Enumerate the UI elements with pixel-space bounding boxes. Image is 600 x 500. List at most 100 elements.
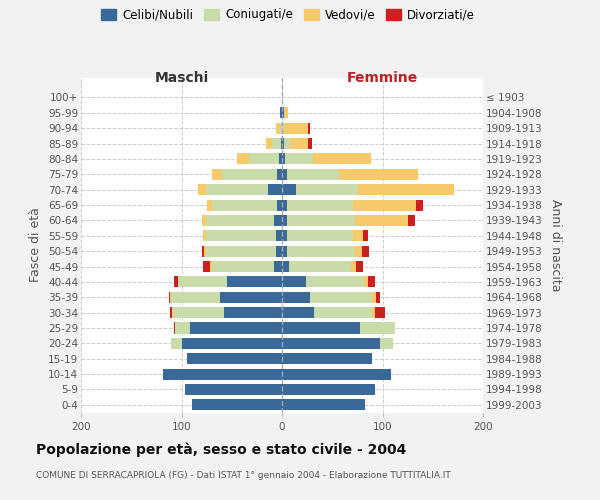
Bar [175,322,190,334]
Bar [203,230,206,241]
Bar [172,338,182,349]
Bar [296,184,358,195]
Bar [206,200,212,210]
Bar [314,307,373,318]
Bar [220,292,282,303]
Bar [185,384,282,395]
Bar [287,200,353,210]
Bar [178,276,227,287]
Bar [407,215,415,226]
Bar [313,154,371,164]
Text: COMUNE DI SERRACAPRIOLA (FG) - Dati ISTAT 1° gennaio 2004 - Elaborazione TUTTITA: COMUNE DI SERRACAPRIOLA (FG) - Dati ISTA… [36,471,451,480]
Bar [285,154,313,164]
Bar [282,261,289,272]
Bar [212,169,222,180]
Bar [282,338,380,349]
Legend: Celibi/Nubili, Coniugati/e, Vedovi/e, Divorziati/e: Celibi/Nubili, Coniugati/e, Vedovi/e, Di… [98,6,478,24]
Bar [282,122,284,134]
Bar [277,200,282,210]
Bar [282,322,361,334]
Bar [266,138,272,149]
Bar [353,200,416,210]
Bar [282,154,285,164]
Bar [364,276,368,287]
Bar [282,108,284,118]
Bar [202,246,203,256]
Bar [308,138,312,149]
Bar [206,215,274,226]
Bar [206,246,276,256]
Bar [274,215,282,226]
Bar [290,138,308,149]
Bar [209,261,212,272]
Bar [380,338,392,349]
Bar [355,215,407,226]
Bar [173,307,224,318]
Bar [203,261,209,272]
Bar [282,368,391,380]
Bar [282,246,287,256]
Bar [282,215,287,226]
Bar [276,230,282,241]
Bar [356,261,364,272]
Bar [224,307,282,318]
Bar [308,122,310,134]
Bar [172,307,173,318]
Bar [284,138,290,149]
Bar [376,307,385,318]
Bar [361,322,395,334]
Bar [306,276,364,287]
Bar [206,184,268,195]
Bar [212,200,277,210]
Bar [353,230,364,241]
Bar [203,246,206,256]
Text: Maschi: Maschi [154,72,209,86]
Bar [362,246,370,256]
Bar [280,108,282,118]
Bar [191,400,282,410]
Bar [212,261,274,272]
Bar [376,292,380,303]
Bar [249,154,279,164]
Bar [282,200,287,210]
Bar [282,169,287,180]
Bar [282,276,306,287]
Bar [187,353,282,364]
Bar [358,184,454,195]
Bar [416,200,423,210]
Bar [279,154,282,164]
Bar [282,353,373,364]
Bar [287,169,339,180]
Bar [276,122,280,134]
Bar [237,154,249,164]
Y-axis label: Fasce di età: Fasce di età [29,208,43,282]
Bar [202,215,206,226]
Bar [197,184,206,195]
Bar [163,368,282,380]
Bar [276,246,282,256]
Text: Popolazione per età, sesso e stato civile - 2004: Popolazione per età, sesso e stato civil… [36,442,406,457]
Y-axis label: Anni di nascita: Anni di nascita [550,198,562,291]
Bar [355,246,362,256]
Bar [287,246,355,256]
Bar [282,400,365,410]
Bar [280,122,282,134]
Bar [339,169,418,180]
Bar [373,307,376,318]
Bar [284,122,308,134]
Bar [175,276,178,287]
Bar [272,138,281,149]
Bar [169,292,170,303]
Bar [172,292,220,303]
Bar [227,276,282,287]
Text: Femmine: Femmine [347,72,418,86]
Bar [268,184,282,195]
Bar [282,184,296,195]
Bar [277,169,282,180]
Bar [206,230,276,241]
Bar [364,230,368,241]
Bar [282,307,314,318]
Bar [274,261,282,272]
Bar [222,169,277,180]
Bar [282,138,284,149]
